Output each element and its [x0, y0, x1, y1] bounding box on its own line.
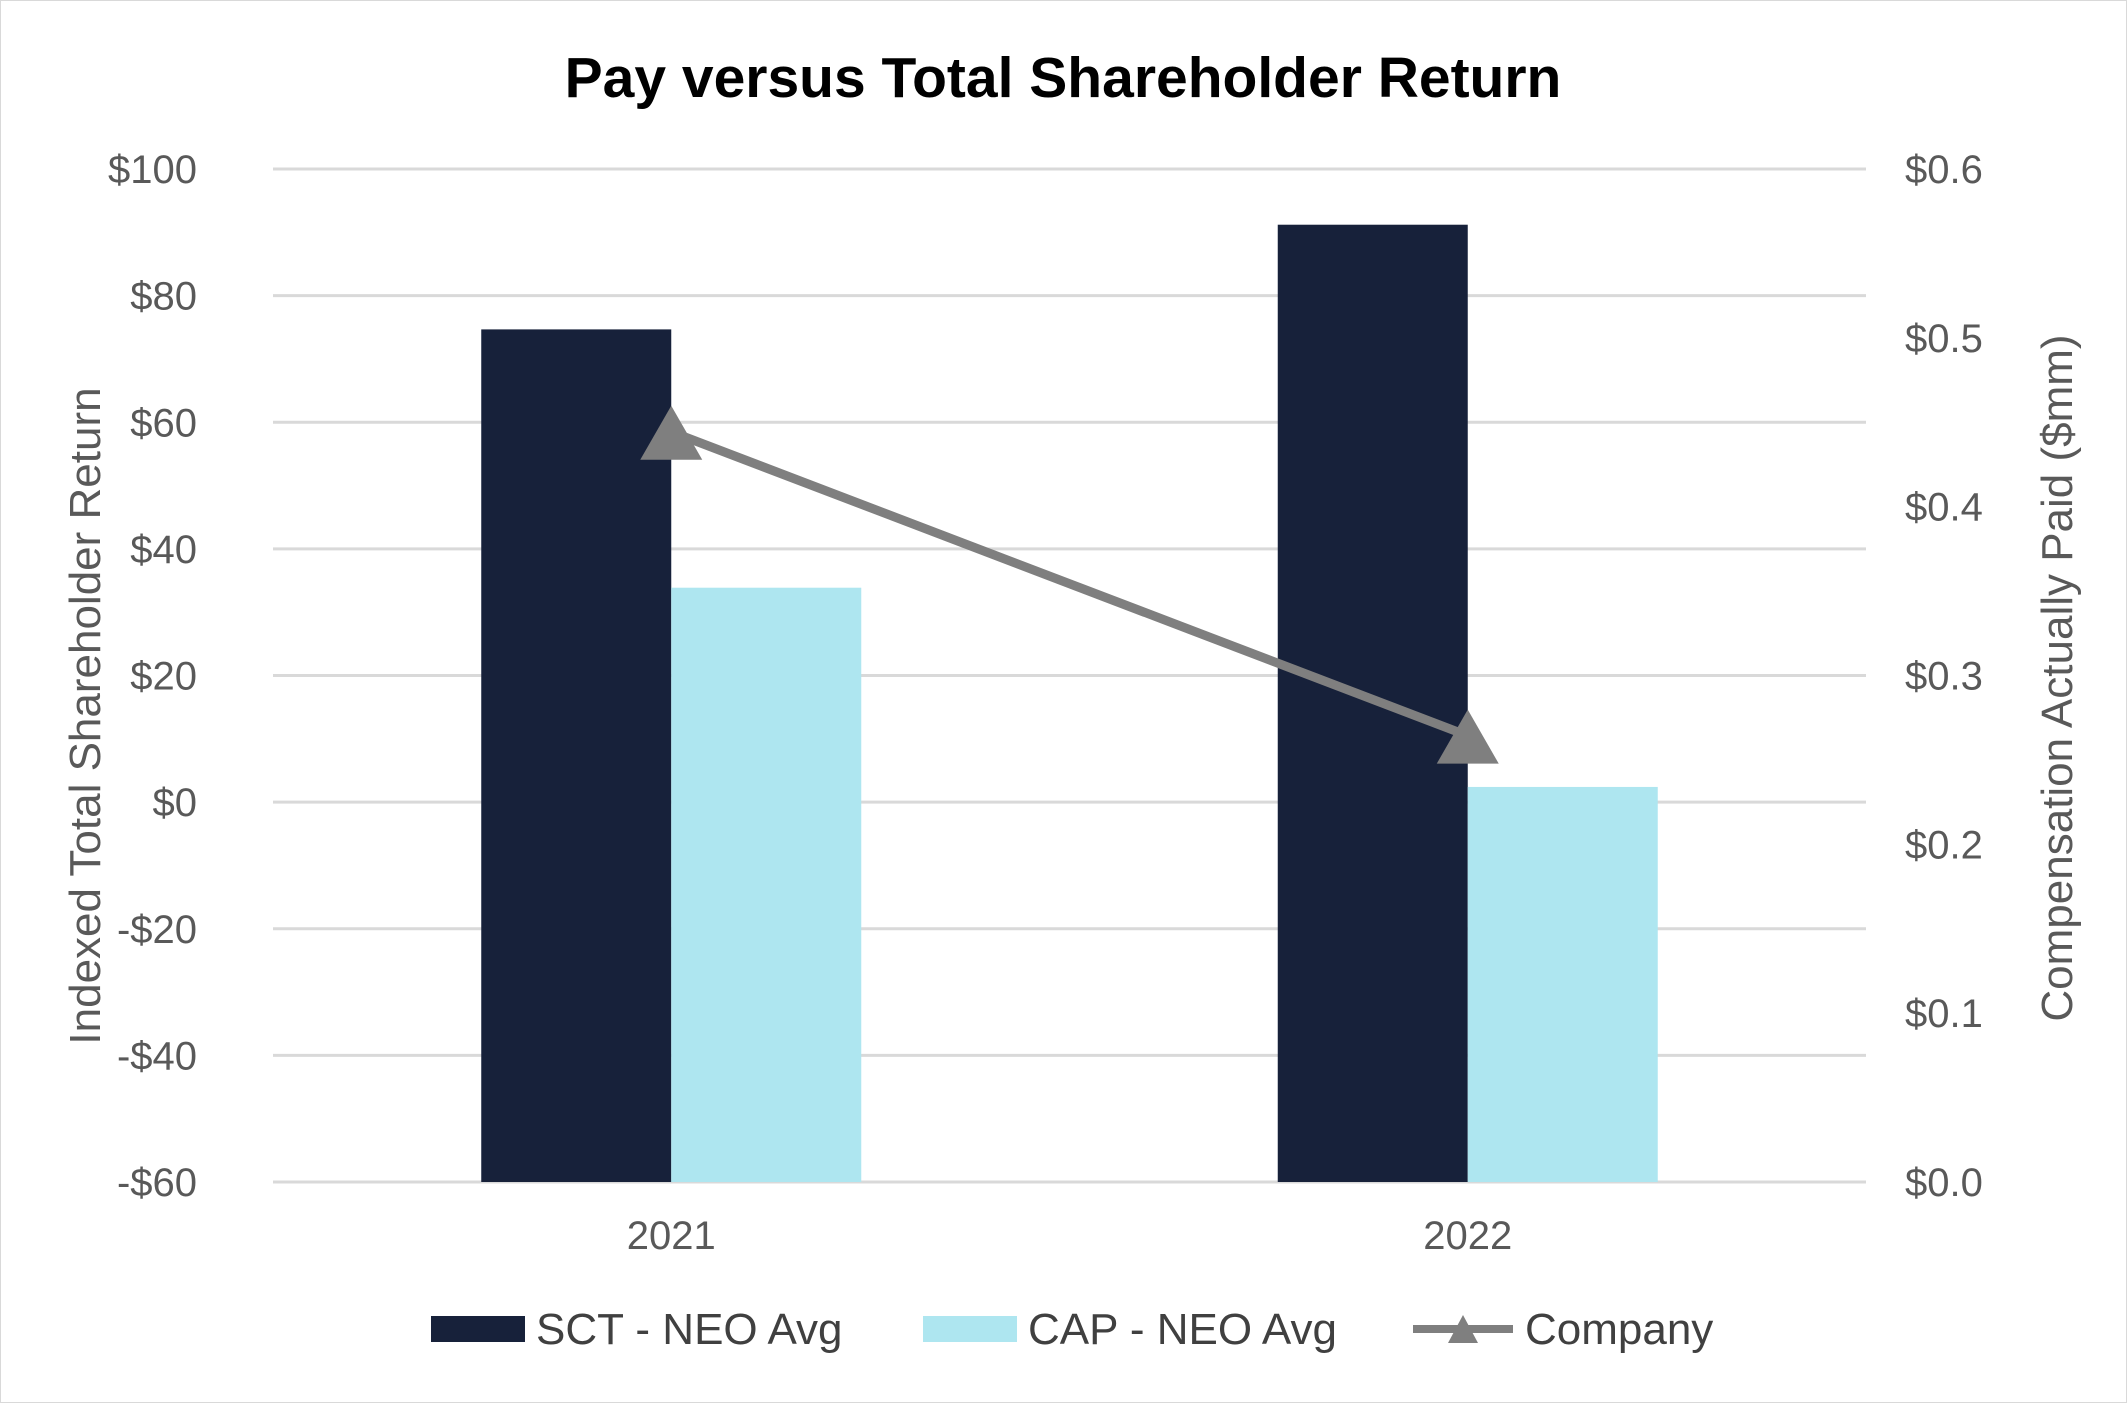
x-tick-label: 2022 [1423, 1214, 1512, 1258]
left-axis-ticks: -$60 -$40 -$20 $0 $20 $40 $60 $80 $100 [108, 148, 197, 1205]
right-tick-label: $0.1 [1905, 992, 1983, 1036]
right-tick-label: $0.3 [1905, 655, 1983, 699]
right-tick-label: $0.5 [1905, 317, 1983, 361]
left-tick-label: $20 [130, 655, 197, 699]
legend-swatch-cap-neo-avg [923, 1316, 1017, 1342]
company-line [669, 427, 1470, 740]
left-tick-label: $100 [108, 148, 197, 192]
right-tick-label: $0.6 [1905, 148, 1983, 192]
left-tick-label: $80 [130, 275, 197, 319]
left-tick-label: $40 [130, 528, 197, 572]
x-tick-label: 2021 [627, 1214, 716, 1258]
company-marker-triangle [640, 405, 703, 460]
right-axis-title: Compensation Actually Paid ($mm) [2033, 334, 2082, 1021]
right-axis-ticks: $0.0 $0.1 $0.2 $0.3 $0.4 $0.5 $0.6 [1905, 148, 1983, 1205]
right-tick-label: $0.4 [1905, 486, 1983, 530]
legend-swatch-sct-neo-avg [431, 1316, 525, 1342]
bars [481, 224, 1658, 1183]
left-tick-label: -$20 [117, 908, 197, 952]
x-axis-ticks: 2021 2022 [627, 1214, 1512, 1258]
left-tick-label: -$40 [117, 1034, 197, 1078]
company-marker-triangle [1436, 709, 1499, 764]
bar-cap-neo-avg-2021 [671, 587, 862, 1182]
left-tick-label: -$60 [117, 1161, 197, 1205]
legend-marker-triangle [1448, 1315, 1478, 1343]
left-axis-title: Indexed Total Shareholder Return [61, 387, 110, 1044]
left-tick-label: $60 [130, 401, 197, 445]
legend-label-cap-neo-avg: CAP - NEO Avg [1028, 1305, 1337, 1354]
legend-label-sct-neo-avg: SCT - NEO Avg [536, 1305, 842, 1354]
chart-title: Pay versus Total Shareholder Return [565, 46, 1562, 110]
legend-label-company: Company [1525, 1305, 1713, 1354]
bar-sct-neo-avg-2021 [481, 329, 672, 1182]
right-tick-label: $0.0 [1905, 1161, 1983, 1205]
left-tick-label: $0 [153, 781, 198, 825]
right-tick-label: $0.2 [1905, 823, 1983, 867]
company-line-series [640, 405, 1499, 764]
bar-cap-neo-avg-2022 [1467, 786, 1658, 1182]
legend: SCT - NEO Avg CAP - NEO Avg Company [431, 1305, 1713, 1354]
